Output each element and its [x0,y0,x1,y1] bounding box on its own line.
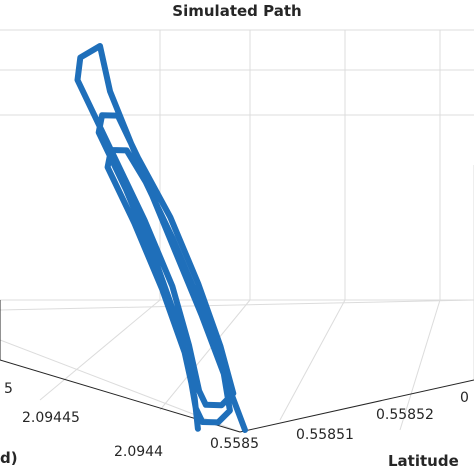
y-axis-label: d) [0,449,18,467]
x-tick-label: 0.5585 [210,436,259,452]
chart-title: Simulated Path [172,2,301,20]
y-tick-label: 2.09445 [22,410,80,426]
y-tick-label: 5 [4,381,13,397]
grid [0,29,474,433]
x-tick-label: 0.55851 [296,427,354,443]
x-tick-label: 0 [460,390,469,406]
x-tick-label: 0.55852 [376,407,434,423]
x-axis-label: Latitude [388,452,459,470]
path-series [74,43,248,433]
path-line [74,43,248,433]
y-tick-labels: 5 2.09445 2.0944 [4,381,163,460]
x-tick-labels: 0.5585 0.55851 0.55852 0 [210,390,469,452]
y-tick-label: 2.0944 [114,444,163,460]
